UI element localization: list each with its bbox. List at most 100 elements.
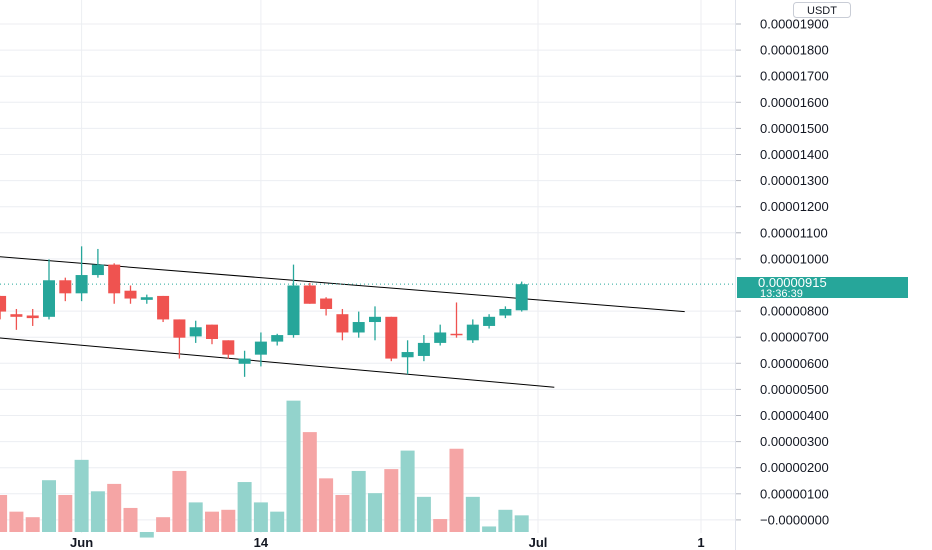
candle[interactable] (124, 285, 137, 304)
price-axis-background (736, 0, 932, 550)
candle[interactable] (483, 314, 496, 329)
volume-bar[interactable] (42, 480, 56, 532)
candle-body (417, 342, 430, 356)
volume-bar[interactable] (416, 496, 431, 532)
candle-body (238, 358, 251, 364)
volume-bar[interactable] (9, 511, 24, 532)
candle-body (157, 295, 170, 320)
candle-body (303, 285, 316, 304)
candle[interactable] (303, 282, 316, 304)
candle[interactable] (385, 316, 398, 362)
volume-bar[interactable] (319, 478, 334, 532)
candle[interactable] (157, 295, 170, 323)
candle[interactable] (466, 319, 479, 343)
price-tick-label: 0.00001100 (760, 225, 828, 240)
volume-bar[interactable] (107, 483, 122, 532)
volume-bar[interactable] (449, 448, 464, 532)
candle[interactable] (369, 306, 381, 341)
chart-grid (0, 0, 735, 533)
candle[interactable] (254, 332, 267, 367)
currency-badge-frame (793, 2, 851, 18)
volume-bar[interactable] (139, 532, 154, 538)
volume-bar[interactable] (205, 511, 219, 532)
volume-bar[interactable] (25, 517, 40, 532)
volume-bar[interactable] (368, 493, 382, 532)
time-tick-label: 14 (254, 535, 269, 550)
candle-body (140, 297, 153, 300)
volume-bar[interactable] (74, 459, 89, 532)
candle[interactable] (26, 308, 39, 326)
candle-body (385, 316, 398, 359)
candle[interactable] (450, 302, 463, 338)
price-tick-label: 0.00001900 (760, 17, 829, 32)
volume-bar[interactable] (90, 491, 105, 532)
candle-body (336, 314, 349, 333)
volume-bar[interactable] (465, 496, 480, 532)
volume-bar[interactable] (384, 469, 399, 532)
volume-bar[interactable] (400, 450, 415, 532)
volume-bar[interactable] (335, 495, 350, 532)
volume-bar[interactable] (221, 509, 236, 532)
volume-bar[interactable] (498, 509, 513, 532)
volume-bar[interactable] (58, 495, 73, 532)
volume-bar[interactable] (156, 517, 171, 532)
candle[interactable] (59, 277, 72, 302)
price-tick-label: 0.00000300 (760, 434, 829, 449)
candle-body (124, 290, 137, 299)
candle[interactable] (401, 340, 414, 375)
current-price-value: 0.00000915 (758, 275, 827, 290)
volume-bar[interactable] (0, 495, 8, 532)
candle[interactable] (189, 320, 202, 343)
candle[interactable] (238, 350, 251, 377)
candle[interactable] (320, 297, 333, 316)
candle-body (466, 324, 479, 341)
volume-bar[interactable] (253, 502, 268, 532)
price-tick-label: 0.00000400 (760, 408, 829, 423)
time-axis[interactable]: Jun 14 Jul 1 (70, 535, 705, 550)
volume-bar[interactable] (286, 400, 301, 532)
candle-body (434, 332, 447, 343)
price-tick-label: 0.00001000 (760, 251, 829, 266)
volume-bar[interactable] (172, 470, 187, 532)
price-tick-label: 0.00001200 (760, 199, 829, 214)
currency-badge[interactable]: USDT (793, 2, 851, 18)
candle[interactable] (43, 259, 55, 320)
candle[interactable] (108, 263, 121, 304)
price-tick-label: 0.00001500 (760, 121, 829, 136)
candle-body (189, 327, 202, 337)
time-tick-label: Jun (70, 535, 93, 550)
volume-bar[interactable] (270, 511, 285, 532)
volume-bar[interactable] (482, 526, 497, 532)
price-tick-label: 0.00000100 (760, 486, 829, 501)
candle-body (401, 352, 414, 358)
price-axis[interactable]: 0.00001900 0.00001800 0.00001700 0.00001600… (736, 17, 829, 528)
volume-bar[interactable] (123, 507, 138, 532)
candle[interactable] (352, 311, 365, 338)
candle[interactable] (0, 295, 7, 320)
candle[interactable] (173, 319, 186, 359)
candle[interactable] (417, 335, 430, 362)
candle[interactable] (10, 308, 23, 330)
candle[interactable] (434, 324, 447, 346)
price-tick-label: 0.00001800 (760, 43, 829, 58)
candle[interactable] (91, 248, 104, 278)
volume-bar[interactable] (351, 470, 366, 532)
candle[interactable] (336, 308, 349, 341)
candle-body (352, 322, 365, 333)
candle[interactable] (515, 281, 528, 312)
candle[interactable] (75, 246, 88, 302)
trendline[interactable] (0, 254, 685, 313)
volume-bar[interactable] (514, 515, 529, 532)
volume-bar[interactable] (188, 502, 203, 532)
candle[interactable] (206, 324, 218, 345)
volume-bar[interactable] (433, 519, 448, 532)
candle[interactable] (287, 264, 300, 338)
candle[interactable] (140, 294, 153, 304)
candle[interactable] (499, 306, 512, 319)
volume-bar[interactable] (237, 482, 252, 532)
volume-layer (0, 400, 529, 538)
candle-body (206, 324, 218, 339)
candle[interactable] (222, 340, 235, 359)
volume-bar[interactable] (302, 432, 317, 532)
candle[interactable] (271, 333, 284, 346)
